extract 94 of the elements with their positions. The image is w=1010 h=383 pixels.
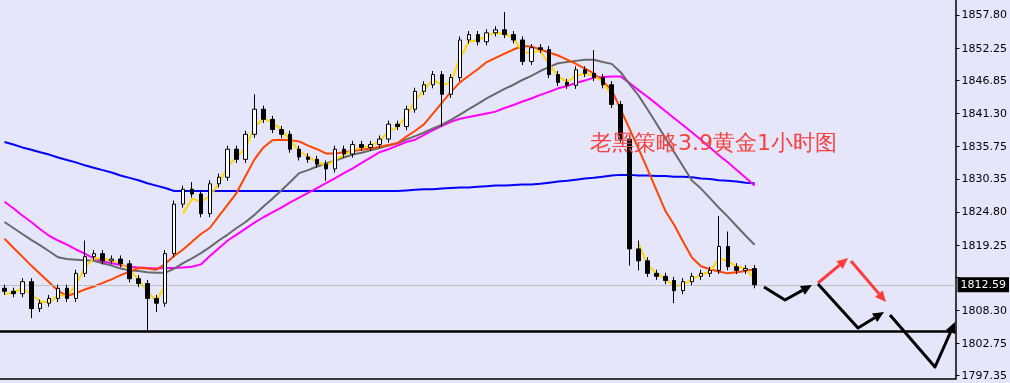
y-tick-label: 1808.30 bbox=[961, 303, 1008, 317]
candlestick bbox=[333, 145, 337, 173]
candlestick bbox=[726, 231, 730, 271]
candlestick bbox=[297, 145, 301, 162]
candlestick bbox=[734, 262, 739, 275]
candlestick bbox=[315, 155, 319, 169]
candlestick bbox=[386, 120, 391, 144]
candlestick bbox=[717, 215, 721, 275]
candlestick bbox=[2, 284, 7, 296]
candlestick bbox=[476, 30, 480, 46]
candlestick bbox=[440, 70, 444, 128]
candlestick bbox=[56, 284, 60, 303]
candlestick bbox=[29, 277, 34, 319]
candlestick bbox=[208, 179, 212, 218]
candlestick bbox=[118, 254, 123, 268]
candlestick bbox=[663, 272, 668, 285]
candlestick bbox=[592, 49, 596, 82]
candlestick bbox=[136, 274, 141, 288]
candlestick bbox=[422, 80, 426, 96]
candlestick bbox=[252, 93, 257, 139]
candlestick bbox=[645, 256, 650, 278]
candlestick bbox=[404, 105, 409, 131]
candlestick bbox=[502, 11, 507, 39]
candlestick bbox=[261, 105, 266, 124]
candlestick bbox=[225, 145, 230, 182]
candlestick bbox=[458, 35, 462, 82]
candlestick bbox=[672, 276, 676, 304]
candlestick bbox=[565, 78, 569, 90]
y-tick-label: 1830.35 bbox=[961, 172, 1008, 186]
candlestick bbox=[708, 266, 712, 278]
candlestick bbox=[172, 200, 176, 258]
candlestick bbox=[574, 65, 578, 90]
candlestick bbox=[752, 264, 757, 289]
y-tick-label: 1852.25 bbox=[961, 41, 1008, 55]
candlestick bbox=[243, 130, 248, 164]
y-tick-label: 1835.75 bbox=[961, 140, 1008, 154]
candlestick bbox=[100, 249, 105, 265]
candlestick bbox=[681, 277, 685, 295]
candlestick bbox=[181, 185, 185, 209]
candlestick bbox=[279, 125, 284, 139]
candlestick bbox=[484, 28, 489, 46]
candlestick bbox=[690, 272, 694, 286]
candlestick bbox=[11, 287, 16, 298]
candlestick bbox=[493, 25, 498, 37]
candlestick bbox=[74, 269, 78, 303]
candlestick bbox=[270, 115, 275, 134]
candlestick bbox=[547, 45, 551, 79]
y-tick-label: 1857.80 bbox=[961, 8, 1008, 22]
candlestick bbox=[199, 189, 203, 218]
y-tick-label: 1802.75 bbox=[961, 336, 1008, 350]
candlestick bbox=[395, 120, 400, 131]
candlestick bbox=[65, 284, 69, 303]
candlestick bbox=[350, 140, 355, 159]
candlestick bbox=[234, 145, 239, 164]
candlestick bbox=[217, 173, 221, 188]
y-tick-label: 1824.80 bbox=[961, 205, 1008, 219]
candlestick bbox=[601, 73, 605, 89]
candlestick bbox=[538, 43, 543, 54]
candlestick bbox=[163, 249, 167, 308]
candlestick bbox=[636, 240, 641, 271]
candlestick bbox=[654, 269, 659, 281]
candlestick bbox=[511, 30, 516, 45]
candlestick bbox=[609, 80, 614, 109]
candlestick bbox=[368, 140, 373, 152]
candlestick bbox=[556, 70, 560, 87]
candlestick bbox=[467, 30, 471, 45]
candlestick bbox=[109, 254, 114, 265]
candlestick bbox=[377, 134, 382, 149]
candlestick bbox=[359, 140, 364, 152]
candlestick bbox=[342, 145, 346, 159]
y-tick-label: 1846.85 bbox=[961, 73, 1008, 87]
candlestick bbox=[47, 294, 51, 308]
candlestick bbox=[92, 249, 96, 261]
candlestick bbox=[743, 264, 748, 275]
candlestick bbox=[127, 259, 132, 283]
candlestick bbox=[413, 87, 417, 114]
candlestick bbox=[38, 299, 42, 313]
candlestick bbox=[324, 160, 328, 182]
candlestick bbox=[83, 240, 87, 278]
y-tick-label: 1797.35 bbox=[961, 369, 1008, 383]
candlestick bbox=[431, 70, 435, 89]
candlestick bbox=[699, 269, 703, 281]
candlestick bbox=[529, 43, 534, 66]
candlestick bbox=[449, 73, 453, 99]
candlestick bbox=[583, 65, 587, 78]
y-tick-label: 1841.30 bbox=[961, 106, 1008, 120]
candlestick bbox=[306, 152, 310, 164]
candlestick bbox=[154, 294, 159, 313]
candlestick bbox=[20, 277, 25, 298]
candlestick bbox=[288, 130, 292, 154]
y-tick-label: 1819.25 bbox=[961, 238, 1008, 252]
candlestick bbox=[520, 35, 525, 66]
ref-line-label: 1812.59 bbox=[960, 278, 1007, 292]
candlestick bbox=[190, 181, 194, 199]
